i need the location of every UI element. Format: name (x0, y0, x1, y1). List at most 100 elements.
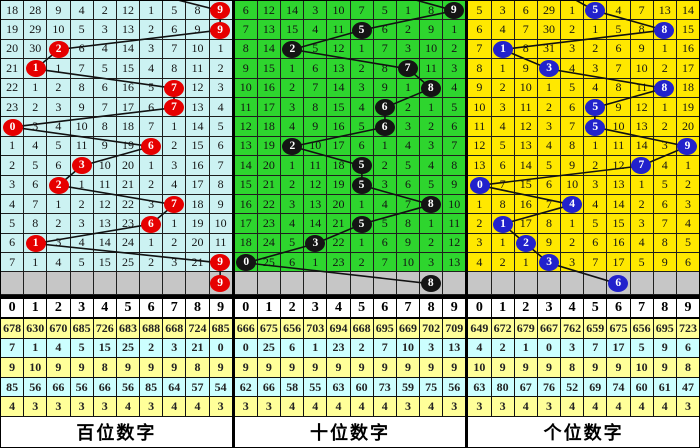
grid-cell: 4 (47, 253, 71, 273)
grid-cell: 5 (584, 214, 608, 234)
grid-cell: 6 (209, 137, 232, 157)
grid-cell: 3 (630, 214, 654, 234)
grid-cell: 4 (468, 253, 492, 273)
grid-cell: 11 (420, 59, 444, 79)
stat-cell: 9 (350, 358, 374, 378)
grid-cell: 8 (561, 136, 585, 157)
grid-cell: 2 (209, 59, 232, 79)
stat-cell: 60 (350, 377, 374, 398)
miss-cell (47, 272, 71, 295)
grid-cell: 17 (257, 97, 282, 118)
grid-cell: 5 (491, 136, 515, 157)
grid-cell: 5 (93, 59, 117, 79)
grid-cell: 1 (1, 136, 25, 157)
stat-cell: 3 (70, 397, 94, 417)
grid-cell: 10 (420, 39, 444, 60)
stat-cell: 66 (257, 377, 282, 398)
grid-cell: 4 (676, 214, 699, 234)
grid-cell: 21 (257, 175, 282, 195)
miss-cell (234, 272, 258, 295)
grid-cell: 13 (514, 136, 538, 157)
grid-cell: 1 (163, 117, 187, 137)
stat-cell: 73 (373, 377, 397, 398)
miss-cell (209, 272, 232, 295)
miss-cell (116, 272, 141, 295)
grid-row: 18 24 5 22 1 6 9 2 12 (234, 233, 466, 254)
grid-cell: 2 (561, 233, 585, 254)
grid-cell: 3 (163, 156, 187, 176)
grid-row: 6 12 14 3 10 7 5 1 8 (234, 1, 466, 21)
stat-cell: 60 (630, 377, 654, 398)
grid-cell: 14 (186, 117, 210, 137)
stat-cell: 726 (93, 319, 117, 339)
grid-cell: 3 (70, 214, 94, 234)
stat-cell: 8 (93, 358, 117, 378)
grid-cell: 5 (607, 20, 631, 40)
stat-cell: 9 (47, 358, 71, 378)
grid-cell: 13 (186, 97, 210, 118)
grid-cell: 3 (140, 39, 164, 60)
grid-cell: 24 (257, 233, 282, 254)
grid-cell: 5 (70, 20, 94, 40)
grid-cell: 2 (676, 176, 699, 195)
stat-cell: 8 (561, 358, 585, 378)
stat-cell: 9 (116, 358, 141, 378)
grid-cell: 4 (304, 20, 328, 40)
grid-cell: 1 (468, 194, 492, 215)
grid-cell: 2 (350, 253, 374, 273)
stat-cell: 58 (281, 377, 305, 398)
grid-cell: 4 (70, 233, 94, 254)
grid-cell: 2 (584, 39, 608, 60)
grid-cell: 10 (304, 136, 328, 157)
stat-cell: 4 (1, 397, 25, 417)
stat-cell: 15 (93, 338, 117, 359)
grid-cell: 1 (491, 59, 515, 79)
stat-cell: 85 (140, 377, 164, 398)
stat-cell: 8 (186, 358, 210, 378)
miss-cell (70, 272, 94, 295)
grid-cell: 2 (653, 59, 677, 79)
grid-cell: 9 (209, 195, 232, 215)
stat-cell: 3 (561, 338, 585, 359)
stat-cell: 0 (537, 338, 562, 359)
stat-cell: 56 (24, 377, 48, 398)
grid-row: 14 20 1 11 18 2 5 4 8 (234, 156, 466, 176)
stats-block: 649 672 679 667 762 659 675 656 695 723 4 2 1 0 3 7 17 5 9… (468, 319, 699, 417)
grid-cell: 31 (537, 39, 562, 60)
grid-cell: 18 (186, 194, 210, 215)
miss-cell (373, 272, 397, 295)
stat-cell: 659 (584, 319, 608, 339)
miss-row (468, 272, 699, 295)
grid-cell: 16 (116, 78, 141, 98)
panel-units: 5 3 6 29 1 4 7 13 14 6 4 7 30 2 1 5 8 15 7 8 31 3 2 6 9 1 16 8 1 9 4 3 7… (465, 1, 699, 447)
grid-cell: 6 (491, 156, 515, 176)
grid-cell: 2 (47, 78, 71, 98)
stat-cell: 667 (537, 319, 562, 339)
grid-cell: 2 (350, 59, 374, 79)
digit-header-cell: 1 (492, 299, 515, 317)
stat-cell: 3 (234, 397, 258, 417)
stat-cell: 4 (304, 397, 328, 417)
grid-cell: 3 (47, 233, 71, 254)
grid-cell: 20 (676, 117, 699, 137)
grid-cell: 22 (1, 78, 25, 98)
stat-cell: 62 (234, 377, 258, 398)
grid-cell: 11 (327, 20, 351, 40)
digit-header-cell: 5 (584, 299, 608, 317)
digit-header-cell: 2 (515, 299, 538, 317)
stat-cell: 4 (116, 397, 141, 417)
draw-ball: 6 (374, 99, 395, 117)
grid-cell: 2 (420, 117, 444, 137)
stat-cell: 9 (373, 358, 397, 378)
stat-cell: 762 (561, 319, 585, 339)
stat-cell: 678 (1, 319, 25, 339)
grid-cell: 11 (468, 117, 492, 137)
grid-row: 1 8 16 7 4 14 2 6 3 (468, 194, 699, 215)
draw-ball: 5 (351, 157, 372, 175)
grid-cell: 5 (163, 1, 187, 21)
grid-cell: 5 (304, 39, 328, 60)
grid-cell: 5 (676, 234, 699, 254)
grid-cell: 9 (234, 59, 258, 79)
stats-row: 62 66 58 55 63 60 73 59 75 56 (234, 377, 466, 398)
